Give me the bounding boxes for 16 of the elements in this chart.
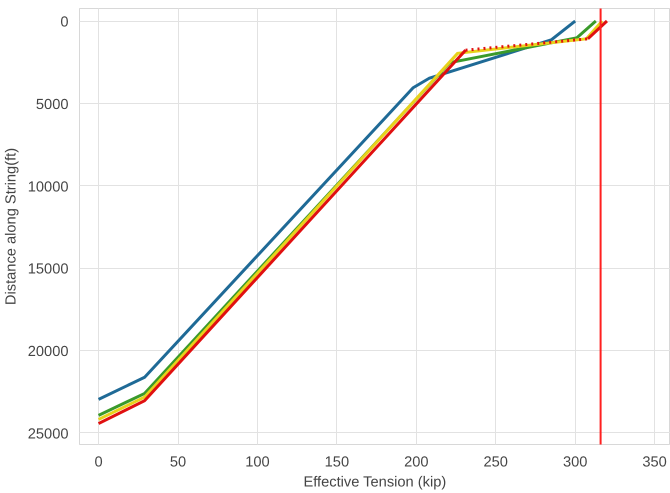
x-tick-label: 250 [484,454,508,470]
x-tick-label: 150 [324,454,350,470]
y-tick-label: 20000 [28,344,69,360]
y-tick-label: 25000 [28,426,69,442]
x-tick-label: 0 [94,454,103,470]
y-axis-title: Distance along String(ft) [4,148,20,306]
y-tick-label: 10000 [28,179,69,196]
y-tick-label: 15000 [28,262,69,278]
x-tick-label: 50 [170,454,186,470]
x-axis-title: Effective Tension (kip) [303,474,446,490]
x-tick-label: 350 [642,454,667,470]
x-tick-label: 200 [404,454,429,470]
y-tick-label: 0 [60,14,69,31]
x-tick-label: 300 [562,454,588,470]
y-tick-label: 5000 [36,96,69,113]
x-tick-label: 100 [245,454,270,470]
